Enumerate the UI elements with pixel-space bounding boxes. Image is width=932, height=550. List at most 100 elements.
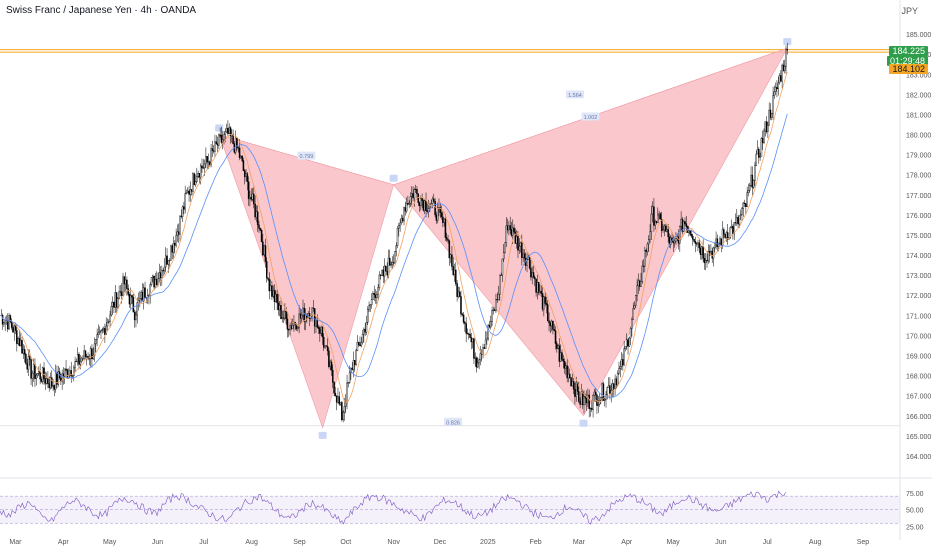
candle-body xyxy=(782,64,785,71)
candle-body xyxy=(537,282,540,293)
rsi-pane[interactable] xyxy=(0,490,900,525)
candle-body xyxy=(180,215,183,217)
candle-body xyxy=(730,226,733,228)
y-tick-label: 177.000 xyxy=(906,193,931,200)
candle-body xyxy=(339,402,342,405)
candle-body xyxy=(565,365,567,369)
candle-body xyxy=(312,307,315,309)
pattern-ratio-box xyxy=(444,417,463,426)
candle-body xyxy=(258,224,260,229)
candle-body xyxy=(342,411,344,421)
candle-body xyxy=(181,206,184,217)
candle-body xyxy=(473,338,475,359)
candle-body xyxy=(761,138,764,143)
candle-body xyxy=(91,348,93,360)
y-tick-label: 179.000 xyxy=(906,153,931,160)
candle-body xyxy=(29,356,31,360)
candle-body xyxy=(673,240,676,244)
y-tick-label: 168.000 xyxy=(906,374,931,381)
candle-body xyxy=(389,257,391,266)
candle-body xyxy=(758,148,760,158)
candle-body xyxy=(518,245,521,251)
candle-body xyxy=(764,121,767,132)
x-tick-label: Mar xyxy=(9,539,22,546)
candle-body xyxy=(512,227,514,236)
candle-body xyxy=(335,395,338,403)
candle-body xyxy=(553,329,555,331)
candle-body xyxy=(84,350,87,358)
candle-body xyxy=(267,277,269,280)
candle-body xyxy=(210,148,212,166)
candle-body xyxy=(54,372,57,390)
candle-body xyxy=(377,287,379,295)
candle-body xyxy=(421,198,423,201)
candle-body xyxy=(452,266,454,275)
candle-body xyxy=(35,374,38,379)
candle-body xyxy=(614,378,616,389)
candle-body xyxy=(680,218,682,227)
candle-body xyxy=(360,341,363,347)
candle-body xyxy=(559,352,562,362)
candle-body xyxy=(588,394,590,409)
x-tick-label: Aug xyxy=(809,539,822,546)
candle-body xyxy=(470,337,473,343)
candle-body xyxy=(218,134,220,146)
candle-body xyxy=(508,225,510,231)
candle-body xyxy=(570,377,572,387)
candle-body xyxy=(490,321,492,328)
candle-body xyxy=(439,207,442,213)
candle-body xyxy=(290,325,293,330)
candle-body xyxy=(260,229,263,243)
candle-body xyxy=(238,147,241,158)
candle-body xyxy=(227,128,229,134)
candle-body xyxy=(264,245,267,262)
candle-body xyxy=(387,257,390,276)
candle-body xyxy=(87,356,89,359)
candle-body xyxy=(403,207,405,222)
candle-body xyxy=(278,305,281,311)
candle-body xyxy=(136,302,139,316)
candle-body xyxy=(436,207,439,221)
candle-body xyxy=(162,270,164,272)
candle-body xyxy=(623,348,625,366)
candle-body xyxy=(135,314,137,321)
candle-body xyxy=(462,314,465,323)
candle-body xyxy=(76,354,79,362)
y-tick-label: 164.000 xyxy=(906,454,931,461)
candle-body xyxy=(422,200,425,211)
candle-body xyxy=(407,202,409,205)
candle-body xyxy=(658,213,660,216)
candle-body xyxy=(9,315,12,322)
candle-body xyxy=(120,291,123,296)
candle-body xyxy=(321,326,324,338)
candle-body xyxy=(351,367,353,370)
candle-body xyxy=(277,302,280,311)
candle-body xyxy=(451,254,453,267)
main-price-pane[interactable]: 0.799 0.826 1.564 1.002 xyxy=(0,38,900,439)
candle-body xyxy=(759,156,761,158)
candle-body xyxy=(291,324,294,330)
candle-body xyxy=(188,190,190,195)
candle-body xyxy=(332,369,334,383)
candle-body xyxy=(479,353,482,361)
candle-body xyxy=(212,150,215,152)
candle-body xyxy=(530,267,532,278)
candle-body xyxy=(249,196,251,200)
candle-body xyxy=(357,341,360,345)
candle-body xyxy=(497,294,500,301)
candle-body xyxy=(184,193,186,210)
candle-body xyxy=(622,359,624,366)
pattern-triangle-bcd xyxy=(393,47,788,417)
candle-body xyxy=(412,193,414,199)
candle-body xyxy=(356,341,359,351)
pattern-point-marker xyxy=(215,124,224,132)
candle-body xyxy=(13,325,15,333)
candle-body xyxy=(175,235,177,246)
candle-body xyxy=(367,309,369,323)
candle-body xyxy=(346,382,348,404)
candle-body xyxy=(268,279,271,292)
candle-body xyxy=(552,320,554,330)
x-tick-label: Sep xyxy=(857,539,870,546)
candle-body xyxy=(447,239,449,242)
rsi-tick-label: 75.00 xyxy=(906,491,924,498)
